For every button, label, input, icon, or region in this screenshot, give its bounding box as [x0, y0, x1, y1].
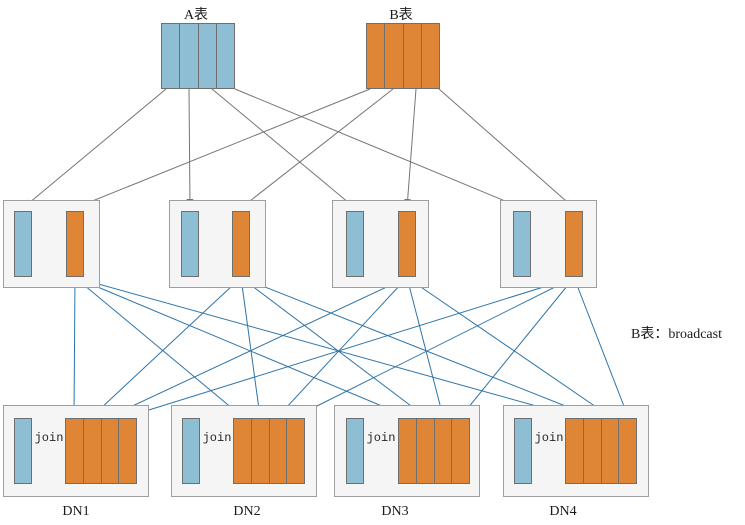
dn4-table-b-cell — [618, 419, 636, 483]
broadcast-arrow-group2-dn4 — [240, 277, 593, 417]
datanode-label-3: DN3 — [381, 504, 409, 519]
table-b-partition-cell — [402, 24, 421, 88]
table-b-partition-bar-2 — [232, 211, 250, 277]
table-b-partition-cell — [420, 24, 439, 88]
dn3-table-b-copy — [398, 418, 470, 484]
datanode-label-2: DN2 — [233, 504, 261, 519]
arrow-table-b-to-group3 — [404, 88, 417, 209]
dn3-table-b-cell — [433, 419, 452, 483]
dn1-table-a-slice — [14, 418, 32, 484]
dn4-table-b-cell — [600, 419, 619, 483]
dn2-table-b-copy — [233, 418, 305, 484]
broadcast-annotation: B表：broadcast — [631, 327, 722, 342]
broadcast-arrow-group2-dn2 — [240, 277, 262, 417]
dn3-table-b-cell — [451, 419, 469, 483]
table-a-label: A表 — [183, 8, 209, 23]
dn4-table-b-copy — [565, 418, 637, 484]
broadcast-arrow-group2-dn3 — [240, 277, 426, 417]
dn3-table-a-slice — [346, 418, 364, 484]
table-a-partition-bar-3 — [346, 211, 364, 277]
dn2-table-b-cell — [250, 419, 269, 483]
dn2-join-label: join — [202, 431, 232, 445]
dn1-table-b-cell — [118, 419, 136, 483]
table-a-partition-cell — [215, 24, 234, 88]
broadcast-arrow-group1-dn4 — [74, 277, 575, 418]
arrow-table-a-to-group2 — [186, 88, 194, 209]
table-b-label: B表 — [389, 8, 413, 23]
arrow-table-a-to-group1 — [22, 88, 167, 209]
table-a-partition-cell — [162, 24, 179, 88]
dn1-table-b-cell — [100, 419, 119, 483]
dn1-table-b-copy — [65, 418, 137, 484]
arrow-table-a-to-group3 — [211, 88, 356, 209]
table-b-partition-cell — [367, 24, 384, 88]
table-b-partition-bar-1 — [66, 211, 84, 277]
broadcast-arrow-group3-dn2 — [277, 277, 408, 417]
broadcast-arrow-group1-dn3 — [74, 277, 408, 417]
dn4-table-b-cell — [582, 419, 601, 483]
table-b-partition-bar-4 — [565, 211, 583, 277]
dn2-table-a-slice — [182, 418, 200, 484]
arrow-table-b-to-group1 — [74, 88, 371, 209]
broadcast-arrow-group3-dn3 — [406, 277, 444, 417]
dn2-table-b-cell — [268, 419, 287, 483]
table-b-partition-bar-3 — [398, 211, 416, 277]
dn3-table-b-cell — [415, 419, 434, 483]
broadcast-arrow-group4-dn4 — [573, 277, 629, 417]
table-a-partition-bar-2 — [181, 211, 199, 277]
arrow-table-a-to-group4 — [234, 88, 523, 209]
broadcast-arrow-group3-dn4 — [406, 277, 611, 417]
table-a-partition-bar-4 — [513, 211, 531, 277]
dn4-join-label: join — [534, 431, 564, 445]
broadcast-arrow-group2-dn1 — [91, 277, 242, 417]
broadcast-arrow-group3-dn1 — [109, 277, 408, 417]
dn1-join-label: join — [34, 431, 64, 445]
table-a-partition-cell — [197, 24, 216, 88]
dn3-table-b-cell — [399, 419, 416, 483]
dn1-table-b-cell — [82, 419, 101, 483]
dn2-table-b-cell — [234, 419, 251, 483]
arrow-table-b-to-group2 — [240, 88, 394, 209]
dn3-join-label: join — [366, 431, 396, 445]
dn2-table-b-cell — [286, 419, 304, 483]
dn4-table-a-slice — [514, 418, 532, 484]
table-a — [161, 23, 235, 89]
table-b-partition-cell — [384, 24, 402, 88]
table-a-partition-cell — [179, 24, 197, 88]
table-b — [366, 23, 440, 89]
dn4-table-b-cell — [566, 419, 583, 483]
broadcast-arrow-group4-dn2 — [295, 277, 575, 417]
broadcast-arrow-group4-dn3 — [460, 277, 575, 417]
datanode-label-1: DN1 — [62, 504, 90, 519]
broadcast-arrow-group4-dn1 — [127, 277, 575, 417]
dn1-table-b-cell — [66, 419, 83, 483]
broadcast-arrow-group1-dn2 — [74, 277, 243, 417]
arrow-table-b-to-group4 — [438, 88, 575, 209]
broadcast-arrow-group1-dn1 — [71, 277, 77, 417]
table-a-partition-bar-1 — [14, 211, 32, 277]
datanode-label-4: DN4 — [549, 504, 577, 519]
